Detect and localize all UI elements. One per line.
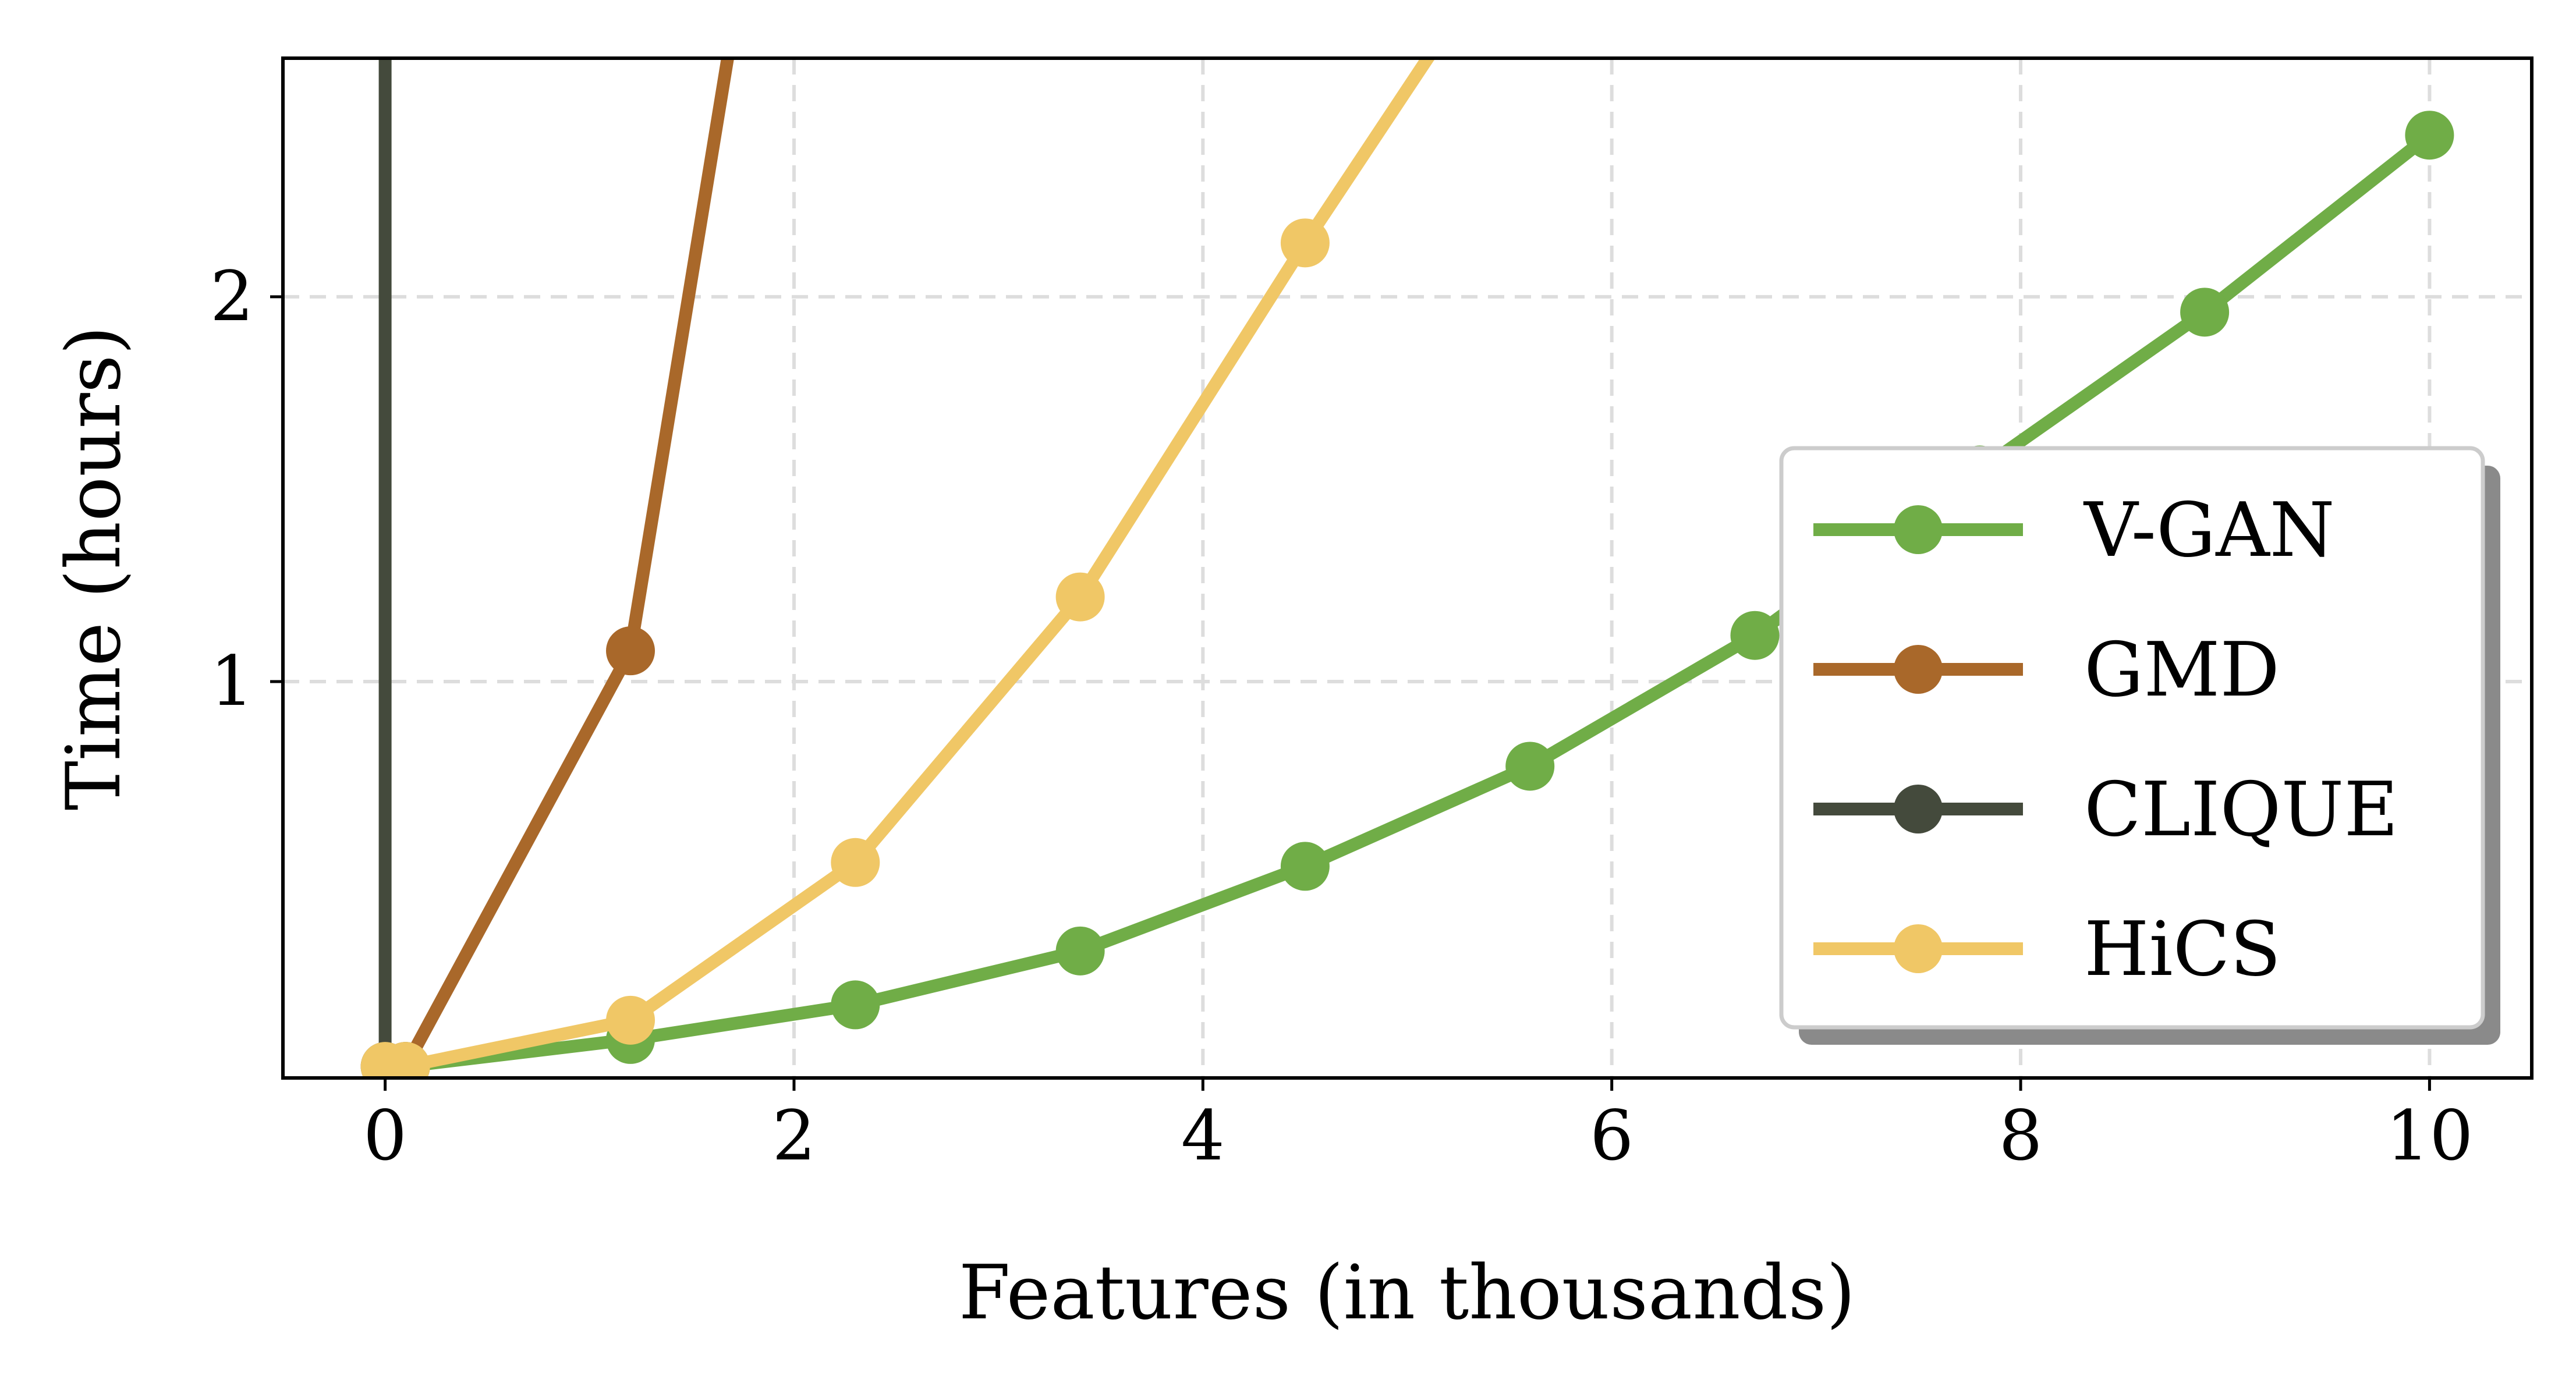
legend-label-v-gan: V-GAN bbox=[2083, 487, 2335, 574]
y-tick-label: 1 bbox=[210, 641, 254, 721]
data-point-hics bbox=[1055, 572, 1105, 622]
series-line-v-gan bbox=[405, 130, 2434, 1073]
x-tick-label: 8 bbox=[1999, 1095, 2043, 1176]
legend-marker-v-gan bbox=[1894, 505, 1943, 554]
data-point-v-gan bbox=[2180, 288, 2230, 337]
legend-marker-gmd bbox=[1894, 645, 1943, 694]
x-tick-label: 0 bbox=[363, 1095, 407, 1176]
legend-marker-hics bbox=[1894, 924, 1943, 973]
legend-marker-clique bbox=[1894, 785, 1943, 833]
x-tick-label: 4 bbox=[1181, 1095, 1225, 1176]
data-point-v-gan bbox=[1280, 842, 1330, 891]
legend-label-hics: HiCS bbox=[2084, 906, 2281, 993]
legend-label-gmd: GMD bbox=[2084, 627, 2280, 714]
data-point-hics bbox=[831, 838, 880, 887]
series-line-hics bbox=[385, 58, 1436, 1073]
data-point-hics bbox=[1280, 218, 1330, 268]
y-axis-title: Time (hours) bbox=[51, 326, 137, 811]
legend-label-clique: CLIQUE bbox=[2084, 767, 2398, 853]
legend: V-GAN GMD CLIQUE HiCS bbox=[1779, 446, 2500, 1045]
data-point-v-gan bbox=[1505, 742, 1555, 791]
series-line-gmd bbox=[400, 58, 735, 1070]
data-point-v-gan bbox=[1055, 926, 1105, 976]
data-point-v-gan bbox=[2405, 111, 2454, 160]
x-tick-label: 10 bbox=[2386, 1095, 2473, 1176]
y-tick-label: 2 bbox=[210, 256, 254, 336]
data-point-hics bbox=[381, 1042, 430, 1078]
data-point-v-gan bbox=[1730, 611, 1780, 660]
x-tick-label: 6 bbox=[1590, 1095, 1634, 1176]
data-point-gmd bbox=[606, 626, 655, 676]
data-point-v-gan bbox=[831, 980, 880, 1030]
data-point-hics bbox=[606, 995, 655, 1045]
plot-area-frame bbox=[281, 56, 2534, 1080]
x-tick-label: 2 bbox=[772, 1095, 816, 1176]
x-axis-title: Features (in thousands) bbox=[959, 1250, 1855, 1336]
series-group bbox=[360, 58, 2454, 1078]
legend-box bbox=[1779, 446, 2485, 1030]
